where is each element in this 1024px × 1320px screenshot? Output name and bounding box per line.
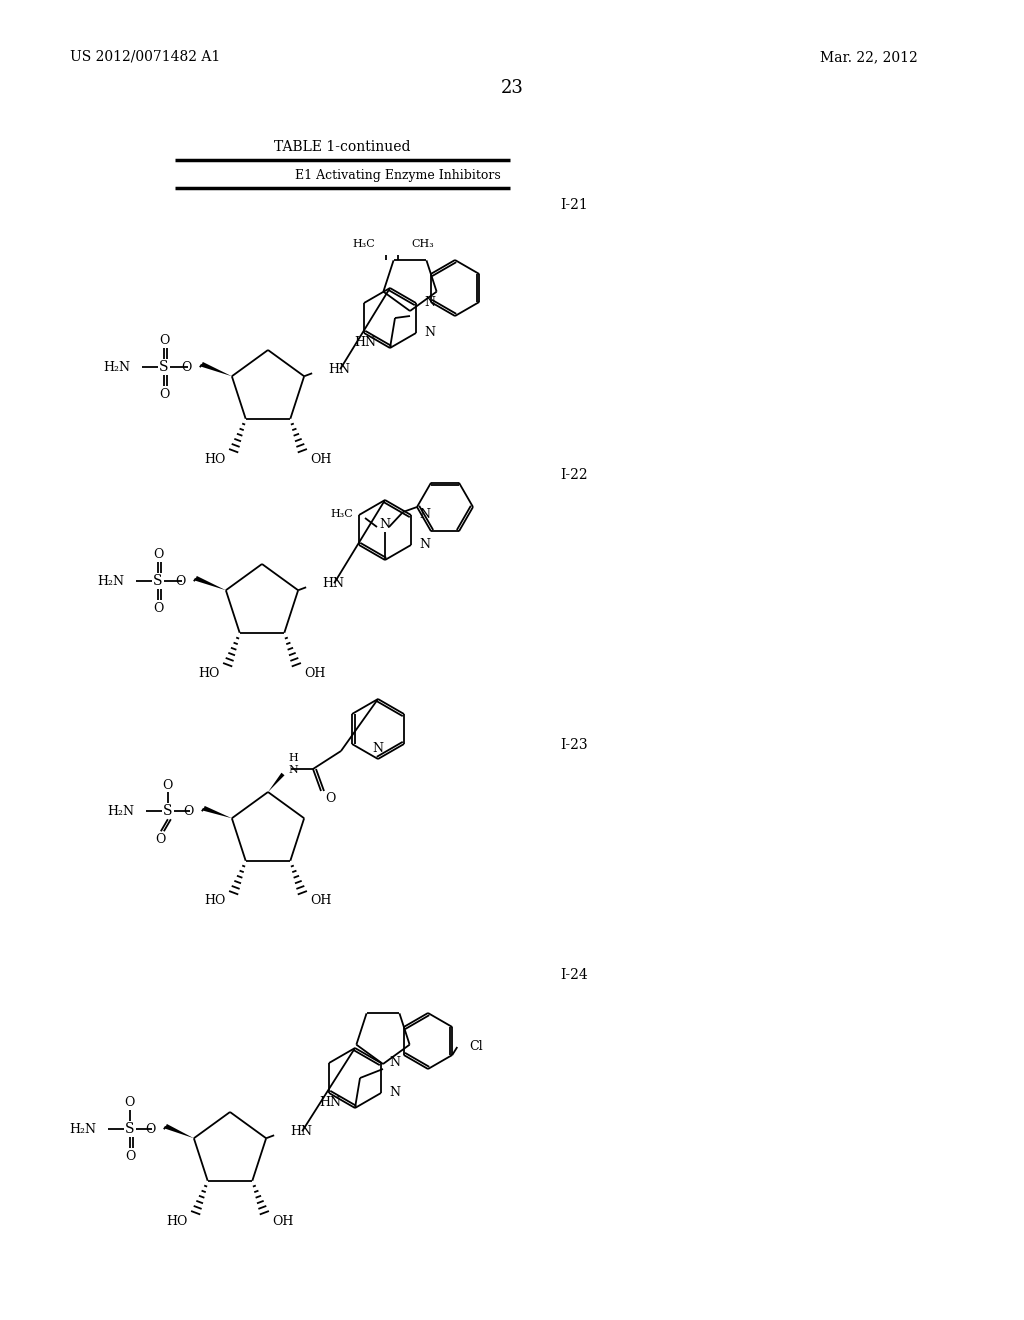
Text: S: S	[125, 1122, 134, 1137]
Text: S: S	[154, 574, 163, 589]
Text: O: O	[160, 334, 170, 347]
Text: O: O	[126, 1150, 136, 1163]
Text: H₃C: H₃C	[353, 239, 376, 249]
Text: O: O	[156, 833, 166, 846]
Text: H₃C: H₃C	[331, 510, 353, 519]
Text: N: N	[389, 1086, 400, 1100]
Text: OH: OH	[310, 894, 332, 907]
Text: S: S	[159, 360, 169, 375]
Text: OH: OH	[310, 453, 332, 466]
Text: H₂N: H₂N	[102, 360, 130, 374]
Text: N: N	[419, 539, 430, 552]
Text: N: N	[389, 1056, 400, 1069]
Text: O: O	[163, 779, 173, 792]
Text: N: N	[419, 508, 430, 521]
Text: N: N	[424, 297, 435, 309]
Text: O: O	[160, 388, 170, 401]
Text: US 2012/0071482 A1: US 2012/0071482 A1	[70, 50, 220, 63]
Text: CH₃: CH₃	[412, 239, 434, 249]
Text: HO: HO	[199, 667, 220, 680]
Text: TABLE 1-continued: TABLE 1-continued	[273, 140, 411, 154]
Text: O: O	[154, 548, 164, 561]
Text: H₂N: H₂N	[97, 574, 124, 587]
Text: H₂N: H₂N	[106, 805, 134, 818]
Text: O: O	[175, 574, 186, 587]
Text: HN: HN	[354, 337, 376, 350]
Text: O: O	[145, 1123, 156, 1135]
Text: N: N	[424, 326, 435, 339]
Text: Mar. 22, 2012: Mar. 22, 2012	[820, 50, 918, 63]
Text: N: N	[380, 517, 390, 531]
Text: HO: HO	[166, 1216, 187, 1228]
Text: I-21: I-21	[560, 198, 588, 213]
Text: OH: OH	[304, 667, 326, 680]
Text: OH: OH	[272, 1216, 294, 1228]
Text: I-23: I-23	[560, 738, 588, 752]
Text: Cl: Cl	[469, 1040, 483, 1053]
Text: O: O	[325, 792, 336, 805]
Text: HO: HO	[205, 453, 225, 466]
Text: I-24: I-24	[560, 968, 588, 982]
Polygon shape	[268, 772, 285, 792]
Text: O: O	[125, 1096, 135, 1109]
Polygon shape	[203, 807, 231, 818]
Text: HN: HN	[328, 363, 350, 376]
Text: HN: HN	[319, 1097, 341, 1110]
Text: I-22: I-22	[560, 469, 588, 482]
Text: HN: HN	[290, 1125, 312, 1138]
Text: S: S	[163, 804, 173, 818]
Text: O: O	[154, 602, 164, 615]
Text: E1 Activating Enzyme Inhibitors: E1 Activating Enzyme Inhibitors	[295, 169, 501, 181]
Polygon shape	[195, 576, 226, 590]
Text: HN: HN	[323, 577, 344, 590]
Text: O: O	[181, 360, 191, 374]
Polygon shape	[201, 362, 231, 376]
Text: H₂N: H₂N	[69, 1123, 96, 1135]
Text: HO: HO	[205, 894, 225, 907]
Text: 23: 23	[501, 79, 523, 96]
Text: N: N	[373, 742, 384, 755]
Text: O: O	[183, 805, 194, 818]
Text: H
N: H N	[288, 754, 298, 775]
Polygon shape	[165, 1123, 194, 1138]
